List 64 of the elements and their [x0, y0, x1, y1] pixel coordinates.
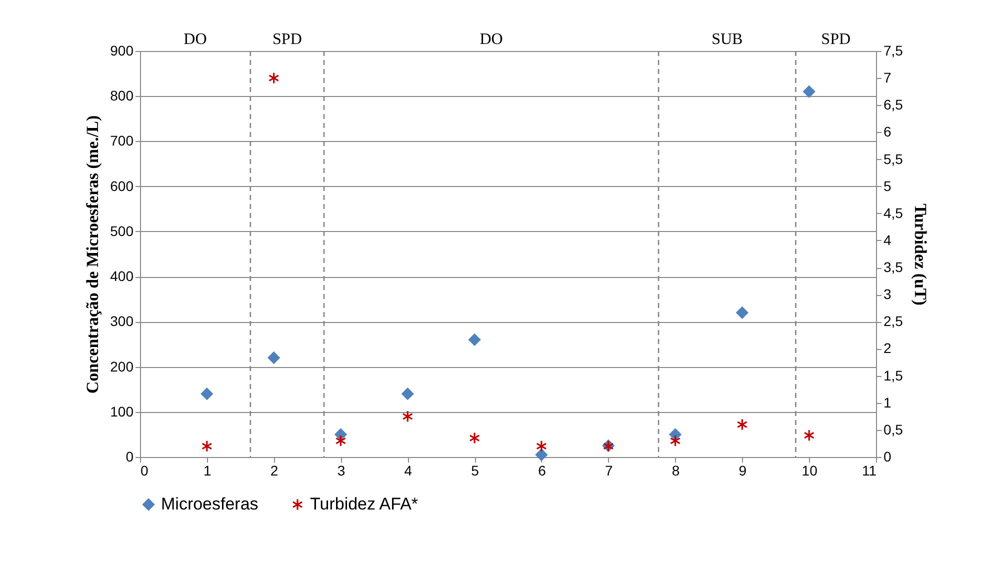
point: [202, 440, 212, 452]
y-tick-label: 900: [110, 42, 134, 58]
y2-tick-label: 5,5: [884, 150, 904, 167]
text: SPD: [272, 31, 302, 48]
y2-tick-label: 3: [884, 286, 892, 302]
y2-tick-label: 2: [884, 340, 892, 356]
point: [402, 410, 413, 422]
y-tick-label: 200: [110, 358, 134, 374]
point: [268, 72, 280, 84]
point: [401, 388, 414, 400]
text: DO: [480, 31, 503, 48]
x-tick-label: 0: [140, 462, 148, 478]
x-tick-label: 7: [604, 462, 613, 478]
x-tick-label: 6: [538, 462, 546, 478]
x-tick-label: 1: [204, 462, 212, 478]
y-tick-label: 300: [110, 313, 134, 330]
point: [200, 388, 214, 400]
y2-tick-label: 5: [884, 178, 892, 194]
y-tick-label: 0: [126, 448, 134, 464]
point: [670, 434, 681, 447]
y2-tick-label: 7,5: [884, 42, 904, 58]
y2-tick-label: 6: [884, 124, 892, 140]
x-tick-label: 10: [802, 462, 818, 478]
text: DO: [184, 31, 207, 48]
x-tick-label: 8: [672, 462, 680, 478]
legend-label: Turbidez AFA*: [310, 494, 418, 514]
text: SUB: [712, 31, 743, 48]
point: [469, 432, 480, 444]
point: [335, 434, 346, 447]
point: [736, 306, 749, 319]
y2-tick-label: 3,5: [884, 259, 904, 276]
y2-tick-label: 4,5: [884, 204, 904, 221]
x-tick-label: 9: [738, 462, 747, 478]
y-tick-label: 100: [110, 403, 134, 420]
text: SPD: [821, 31, 851, 48]
point: [536, 440, 547, 452]
y2-tick-label: 6,5: [884, 96, 904, 113]
x-tick-label: 3: [337, 462, 346, 478]
y2-tick-label: 0,5: [884, 421, 904, 438]
point: [802, 85, 816, 98]
y2-axis-title: Turbidez (uT): [910, 204, 930, 306]
point: [267, 351, 280, 364]
point: [736, 418, 748, 431]
x-tick-label: 11: [862, 462, 877, 478]
x-tick-label: 5: [471, 462, 480, 478]
point: [804, 429, 814, 442]
y2-tick-label: 7: [884, 70, 892, 86]
x-tick-label: 2: [270, 462, 278, 478]
y-axis-title: Concentração de Microesferas (me./L): [83, 115, 102, 394]
legend-label: Microesferas: [161, 494, 258, 514]
y2-tick-label: 1: [884, 394, 892, 410]
point: [334, 428, 348, 441]
y-tick-label: 400: [110, 268, 134, 284]
y-tick-label: 500: [110, 222, 134, 239]
y-tick-label: 800: [110, 88, 134, 104]
y2-tick-label: 4: [884, 232, 892, 248]
y2-tick-label: 2,5: [884, 313, 904, 330]
y-tick-label: 600: [110, 178, 134, 194]
point: [468, 333, 481, 346]
y-tick-label: 700: [110, 132, 134, 149]
y2-tick-label: 1,5: [884, 367, 904, 384]
x-tick-label: 4: [404, 462, 412, 478]
point: [535, 448, 548, 462]
y2-tick-label: 0: [884, 448, 892, 464]
